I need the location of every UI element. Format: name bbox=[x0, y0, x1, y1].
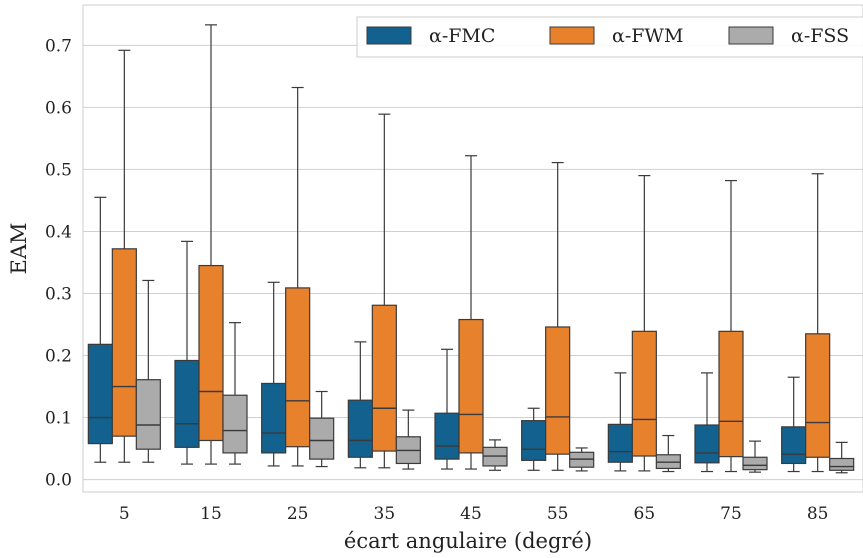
x-tick-label: 85 bbox=[807, 504, 829, 524]
box-55-series-0 bbox=[521, 407, 547, 471]
box-65-series-1 bbox=[631, 175, 657, 472]
legend-label: α-FWM bbox=[612, 25, 683, 47]
box-45-series-1 bbox=[458, 155, 484, 470]
box-85-series-2 bbox=[829, 441, 855, 474]
box-body bbox=[347, 399, 373, 458]
box-5-series-2 bbox=[135, 279, 161, 463]
y-tick-label: 0.4 bbox=[45, 222, 72, 242]
x-tick-label: 75 bbox=[720, 504, 742, 524]
box-body bbox=[781, 426, 807, 465]
y-tick-label: 0.6 bbox=[45, 98, 72, 118]
box-35-series-2 bbox=[395, 409, 421, 470]
box-body bbox=[742, 456, 768, 471]
box-body bbox=[261, 382, 287, 454]
box-85-series-1 bbox=[805, 173, 831, 473]
y-tick-label: 0.5 bbox=[45, 160, 72, 180]
box-25-series-1 bbox=[285, 86, 311, 467]
legend-swatch bbox=[549, 26, 595, 45]
x-tick-label: 35 bbox=[374, 504, 396, 524]
box-body bbox=[458, 318, 484, 454]
legend-swatch bbox=[728, 26, 774, 45]
box-65-series-0 bbox=[607, 372, 633, 472]
x-tick-label: 25 bbox=[287, 504, 309, 524]
box-45-series-2 bbox=[482, 439, 508, 471]
box-35-series-0 bbox=[347, 341, 373, 469]
x-tick-label: 55 bbox=[547, 504, 569, 524]
box-body bbox=[87, 343, 113, 445]
box-body bbox=[309, 417, 335, 460]
box-75-series-0 bbox=[694, 372, 720, 473]
box-body bbox=[631, 330, 657, 457]
legend-box bbox=[356, 16, 863, 58]
boxes bbox=[87, 24, 855, 474]
box-55-series-1 bbox=[545, 161, 571, 471]
y-tick-label: 0.0 bbox=[45, 471, 72, 491]
box-25-series-2 bbox=[309, 390, 335, 468]
box-75-series-1 bbox=[718, 179, 744, 473]
box-55-series-2 bbox=[569, 447, 595, 472]
box-5-series-0 bbox=[87, 196, 113, 463]
box-body bbox=[111, 248, 137, 437]
box-body bbox=[545, 326, 571, 455]
legend-label: α-FMC bbox=[429, 25, 495, 47]
y-tick-label: 0.3 bbox=[45, 284, 72, 304]
box-75-series-2 bbox=[742, 440, 768, 473]
box-15-series-0 bbox=[174, 240, 200, 465]
y-axis-label: EAM bbox=[7, 223, 31, 275]
legend-swatch bbox=[366, 26, 412, 45]
box-25-series-0 bbox=[261, 281, 287, 467]
box-body bbox=[607, 423, 633, 463]
box-body bbox=[829, 457, 855, 471]
box-65-series-2 bbox=[655, 434, 681, 473]
box-body bbox=[805, 333, 831, 458]
box-45-series-0 bbox=[434, 348, 460, 470]
x-tick-label: 5 bbox=[119, 504, 130, 524]
box-body bbox=[434, 412, 460, 460]
box-body bbox=[371, 304, 397, 452]
y-tick-label: 0.1 bbox=[45, 409, 72, 429]
x-tick-label: 45 bbox=[460, 504, 482, 524]
y-tick-label: 0.7 bbox=[45, 36, 72, 56]
box-body bbox=[135, 379, 161, 450]
box-body bbox=[198, 264, 224, 442]
box-5-series-1 bbox=[111, 49, 137, 463]
box-body bbox=[222, 394, 248, 454]
box-35-series-1 bbox=[371, 113, 397, 469]
legend: α-FMC α-FWM α-FSS bbox=[356, 16, 863, 58]
box-body bbox=[174, 359, 200, 448]
y-tick-labels: 0.0 0.1 0.2 0.3 0.4 0.5 0.6 0.7 bbox=[45, 36, 72, 490]
legend-label: α-FSS bbox=[791, 25, 849, 47]
x-tick-label: 65 bbox=[634, 504, 656, 524]
box-85-series-0 bbox=[781, 376, 807, 473]
box-15-series-1 bbox=[198, 24, 224, 465]
box-body bbox=[718, 330, 744, 458]
x-tick-labels: 5 15 25 35 45 55 65 75 85 bbox=[119, 504, 829, 524]
box-body bbox=[285, 287, 311, 448]
box-body bbox=[521, 420, 547, 461]
y-tick-label: 0.2 bbox=[45, 347, 72, 367]
x-axis-label: écart angulaire (degré) bbox=[344, 529, 592, 553]
box-body bbox=[694, 424, 720, 464]
x-tick-label: 15 bbox=[200, 504, 222, 524]
box-15-series-2 bbox=[222, 322, 248, 465]
plot-frame bbox=[82, 4, 863, 493]
